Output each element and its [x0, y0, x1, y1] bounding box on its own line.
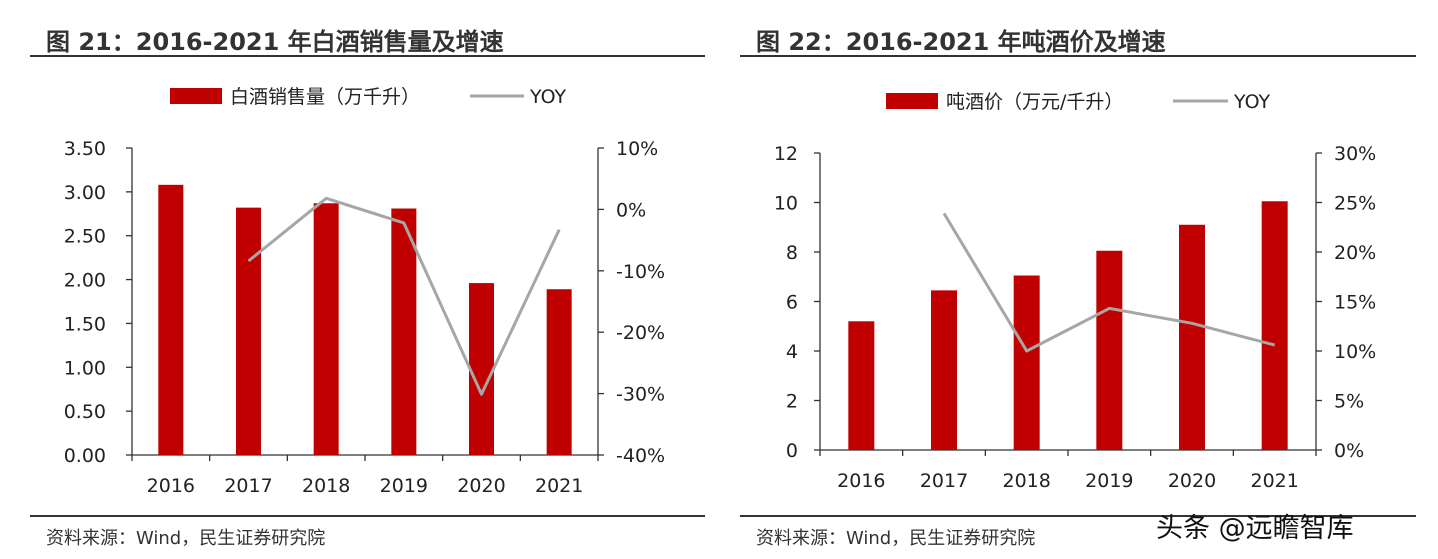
y-tick-label-right: -10% [616, 261, 665, 283]
figure-title: 图 22：2016-2021 年吨酒价及增速 [756, 28, 1166, 56]
y-tick-label-right: 0% [616, 199, 646, 221]
y-tick-label-right: 15% [1334, 292, 1376, 314]
y-tick-label-left: 0.50 [64, 401, 106, 423]
x-tick-label: 2021 [1250, 470, 1298, 492]
y-tick-label-left: 0 [786, 440, 798, 462]
legend-label-bar: 白酒销售量（万千升） [230, 86, 420, 108]
x-tick-label: 2021 [535, 475, 583, 497]
y-tick-label-left: 4 [786, 341, 798, 363]
source-note: 资料来源：Wind，民生证券研究院 [46, 528, 326, 549]
chart-svg-price-per-ton: 吨酒价（万元/千升） YOY 0 2 4 6 8 10 12 0% 5% 10% 15% 20% 25% 30… [774, 91, 1376, 492]
y-tick-label-left: 2.00 [64, 270, 106, 292]
chart-panel-sales-volume: 图 21：2016-2021 年白酒销售量及增速 白酒销售量（万千升） YOY 0.… [0, 0, 715, 559]
y-tick-label-left: 2 [786, 391, 798, 413]
yoy-line [942, 212, 1276, 353]
source-rule [30, 515, 705, 517]
y-tick-label-right: -40% [616, 445, 665, 467]
bar [1013, 275, 1040, 450]
y-tick-label-right: 10% [1334, 341, 1376, 363]
y-tick-label-right: 0% [1334, 440, 1364, 462]
y-tick-label-right: 30% [1334, 143, 1376, 165]
y-tick-label-right: -20% [616, 322, 665, 344]
bar [931, 290, 957, 450]
bar [469, 283, 494, 455]
y-tick-label-left: 0.00 [64, 445, 106, 467]
x-tick-label: 2016 [147, 475, 195, 497]
x-tick-label: 2018 [1002, 470, 1050, 492]
bar [1261, 201, 1288, 450]
title-rule [30, 55, 705, 57]
y-tick-label-left: 6 [786, 292, 798, 314]
bar [1179, 224, 1205, 450]
bar [391, 208, 417, 455]
y-tick-label-left: 3.00 [64, 182, 106, 204]
bar [158, 184, 184, 455]
y-tick-label-left: 10 [774, 193, 798, 215]
y-tick-label-right: 20% [1334, 242, 1376, 264]
bar [236, 207, 261, 455]
y-tick-label-left: 12 [774, 143, 798, 165]
legend-swatch-bar [170, 88, 222, 104]
x-tick-label: 2016 [837, 470, 885, 492]
bar [546, 289, 572, 455]
y-tick-label-left: 1.50 [64, 313, 106, 335]
source-rule [740, 515, 1416, 517]
y-tick-label-right: -30% [616, 384, 665, 406]
x-tick-label: 2017 [224, 475, 272, 497]
chart-svg-sales-volume: 白酒销售量（万千升） YOY 0.00 0.50 1.00 1.50 2.00 2.50 3.0… [64, 86, 665, 497]
x-tick-label: 2018 [302, 475, 350, 497]
x-tick-label: 2017 [920, 470, 968, 492]
y-tick-label-right: 25% [1334, 193, 1376, 215]
figure-title: 图 21：2016-2021 年白酒销售量及增速 [46, 28, 504, 56]
source-note: 资料来源：Wind，民生证券研究院 [756, 528, 1036, 549]
bar [313, 203, 339, 455]
watermark: 头条 @远瞻智库 [1156, 513, 1354, 544]
x-tick-label: 2020 [457, 475, 505, 497]
x-tick-label: 2020 [1168, 470, 1216, 492]
y-tick-label-left: 1.00 [64, 357, 106, 379]
legend-label-bar: 吨酒价（万元/千升） [946, 91, 1123, 113]
bar [1096, 250, 1123, 450]
legend-swatch-bar [886, 93, 938, 109]
legend-label-line: YOY [529, 86, 566, 108]
y-tick-label-right: 10% [616, 138, 658, 160]
y-tick-label-left: 2.50 [64, 226, 106, 248]
x-tick-label: 2019 [1085, 470, 1133, 492]
title-rule [740, 55, 1416, 57]
bar [848, 321, 875, 450]
x-tick-label: 2019 [380, 475, 428, 497]
yoy-line [247, 196, 561, 396]
chart-panel-price-per-ton: 图 22：2016-2021 年吨酒价及增速 吨酒价（万元/千升） YOY 0 2 4 6… [720, 0, 1438, 559]
y-tick-label-left: 8 [786, 242, 798, 264]
legend-label-line: YOY [1233, 91, 1270, 113]
y-tick-label-left: 3.50 [64, 138, 106, 160]
y-tick-label-right: 5% [1334, 391, 1364, 413]
